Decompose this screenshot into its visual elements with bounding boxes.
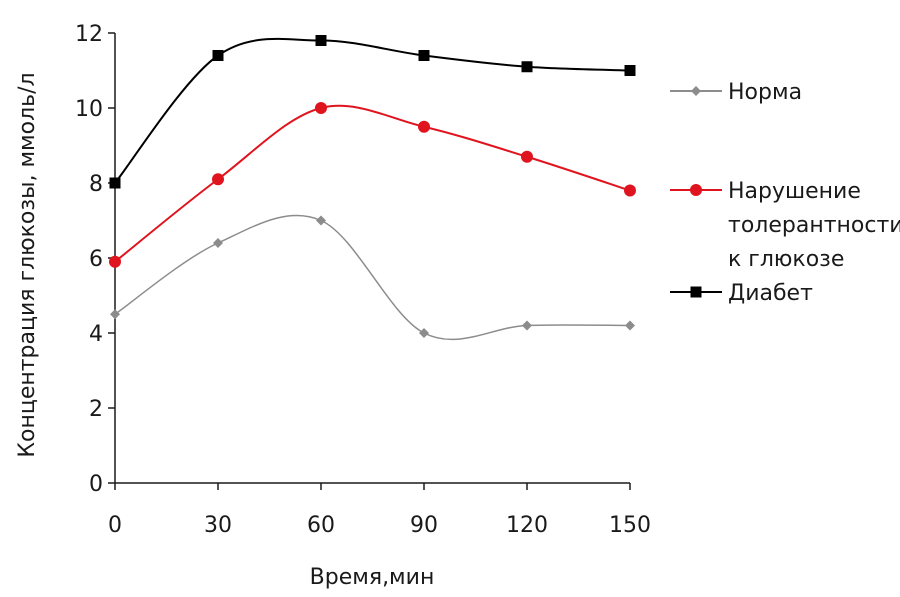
data-point xyxy=(419,328,429,338)
series-0 xyxy=(110,214,635,341)
legend-item: Нарушение толерантности к глюкозе xyxy=(670,179,900,272)
legend-item: Норма xyxy=(670,80,802,105)
data-point xyxy=(521,150,533,163)
legend-label: толерантности xyxy=(728,213,900,238)
data-point xyxy=(418,120,430,133)
data-point xyxy=(522,320,532,331)
legend-item: Диабет xyxy=(670,281,813,306)
data-point xyxy=(212,50,224,61)
series-line xyxy=(114,104,631,263)
data-point xyxy=(315,102,327,114)
data-point xyxy=(315,35,327,46)
series-1 xyxy=(109,102,636,268)
series-line xyxy=(114,214,631,341)
legend-label: Нарушение xyxy=(728,179,861,204)
legend-marker xyxy=(690,184,702,196)
data-point xyxy=(625,320,635,331)
data-point xyxy=(213,238,223,248)
data-point xyxy=(110,309,120,320)
data-point xyxy=(418,50,430,61)
data-point xyxy=(212,173,224,186)
y-tick-label: 0 xyxy=(89,472,103,497)
data-point xyxy=(109,177,121,189)
y-tick-label: 12 xyxy=(75,22,103,47)
data-point xyxy=(109,255,121,268)
legend-label: Диабет xyxy=(728,281,813,306)
x-tick-label: 120 xyxy=(506,513,548,538)
x-tick-label: 90 xyxy=(410,513,438,538)
x-ticks: 0 30 60 90 120 150 xyxy=(108,483,651,538)
y-axis-title: Концентрация глюкозы, ммоль/л xyxy=(15,72,40,457)
y-tick-label: 8 xyxy=(89,172,103,197)
data-point xyxy=(624,65,636,76)
legend: Норма Нарушение толерантности к глюкозе Диаб… xyxy=(670,80,900,306)
legend-label: к глюкозе xyxy=(728,247,844,272)
legend-marker xyxy=(690,286,702,298)
y-tick-label: 6 xyxy=(89,247,103,272)
legend-marker xyxy=(691,86,701,96)
legend-label: Норма xyxy=(728,80,802,105)
y-tick-label: 4 xyxy=(89,322,103,347)
data-point xyxy=(316,215,326,226)
x-tick-label: 30 xyxy=(204,513,232,538)
x-tick-label: 150 xyxy=(609,513,651,538)
y-tick-label: 2 xyxy=(89,397,103,422)
x-tick-label: 60 xyxy=(307,513,335,538)
data-point xyxy=(624,184,636,197)
x-tick-label: 0 xyxy=(108,513,122,538)
data-point xyxy=(521,61,533,73)
series-line xyxy=(114,37,631,184)
series-layer xyxy=(109,35,636,341)
y-ticks: 0 2 4 6 8 10 12 xyxy=(75,22,115,497)
series-2 xyxy=(109,35,636,189)
x-axis-title: Время,мин xyxy=(310,565,435,590)
y-tick-label: 10 xyxy=(75,97,103,122)
